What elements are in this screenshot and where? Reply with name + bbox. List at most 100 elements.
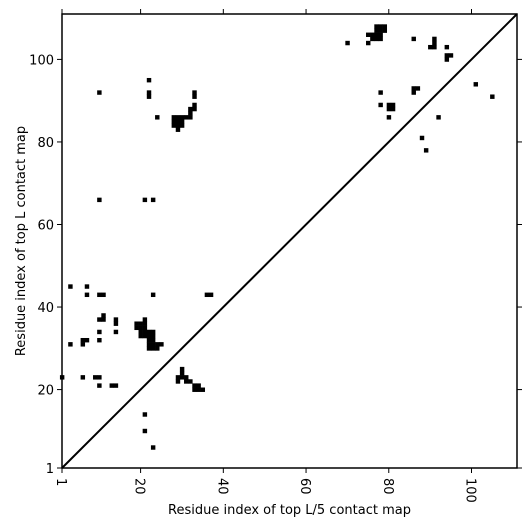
upper-contact-cell [370,32,375,37]
upper-contact-cell [411,90,416,95]
lower-contact-cell [80,342,86,347]
lower-contact-cell [150,292,156,298]
diagonal-line [61,13,518,469]
lower-contact-cell [113,321,119,326]
lower-contact-cell [97,197,102,203]
lower-contact-cell [171,123,177,128]
upper-contact-cell [415,86,421,91]
upper-contact-cell [386,115,392,120]
upper-contact-cell [432,40,437,46]
upper-contact-cell [428,44,433,50]
lower-contact-cell [97,292,102,298]
lower-contact-cell [97,329,102,335]
lower-contact-cell [179,123,185,128]
lower-contact-cell [93,375,98,380]
upper-contact-cell [378,28,383,33]
lower-contact-cell [200,387,206,392]
lower-contact-cell [138,333,143,339]
lower-contact-cell [208,292,214,298]
upper-contact-cell [390,106,396,112]
upper-contact-cell [473,82,479,87]
lower-contact-cell [184,115,189,120]
lower-contact-cell [134,325,139,331]
upper-contact-cell [374,36,379,42]
lower-contact-cell [146,329,152,335]
x-axis-label: Residue index of top L/5 contact map [168,503,411,518]
y-tick-label: 40 [37,301,54,316]
x-tick-label: 40 [214,478,229,495]
upper-contact-cell [444,53,450,58]
upper-contact-cell [490,94,495,99]
lower-contact-cell [171,119,177,124]
lower-contact-cell [175,379,181,384]
upper-contact-cell [370,36,375,42]
upper-contact-cell [386,106,392,112]
lower-contact-cell [142,317,148,322]
lower-contact-cell [142,197,148,203]
lower-contact-cell [155,346,160,351]
lower-contact-cell [97,337,102,343]
upper-contact-cell [444,57,450,62]
lower-contact-cell [188,115,193,120]
lower-contact-cell [175,119,181,124]
lower-contact-cell [138,321,143,326]
contact-cells [59,24,495,450]
lower-contact-cell [113,317,119,322]
lower-contact-cell [192,106,197,112]
lower-contact-cell [192,383,197,388]
lower-contact-cell [175,115,181,120]
lower-contact-cell [175,123,181,128]
x-tick-label: 20 [132,478,147,495]
y-tick-label: 100 [29,53,54,68]
lower-contact-cell [84,284,90,289]
upper-contact-cell [378,90,383,95]
lower-contact-cell [192,94,197,99]
lower-contact-cell [146,77,152,83]
upper-contact-cell [432,44,437,50]
lower-contact-cell [192,90,197,95]
lower-contact-cell [134,321,139,326]
lower-contact-cell [101,292,106,298]
lower-contact-cell [175,375,181,380]
lower-contact-cell [171,115,177,120]
lower-contact-cell [150,197,156,203]
lower-contact-cell [113,329,119,335]
upper-contact-cell [423,148,429,153]
lower-contact-cell [150,337,156,343]
lower-contact-cell [101,313,106,318]
lower-contact-cell [80,337,86,343]
upper-contact-cell [374,28,379,33]
lower-contact-cell [184,375,189,380]
upper-contact-cell [386,102,392,108]
upper-contact-cell [444,44,450,50]
lower-contact-cell [196,387,201,392]
lower-contact-cell [179,371,185,376]
lower-contact-cell [188,106,193,112]
upper-contact-cell [432,36,437,42]
upper-contact-cell [411,86,416,91]
upper-contact-cell [366,32,371,37]
lower-contact-cell [179,119,185,124]
lower-contact-cell [150,333,156,339]
y-tick-label: 60 [37,218,54,233]
lower-contact-cell [146,346,152,351]
lower-contact-cell [142,412,148,417]
upper-contact-cell [366,40,371,46]
upper-contact-cell [378,24,383,29]
lower-contact-cell [142,428,148,434]
lower-contact-cell [188,379,193,384]
lower-contact-cell [97,90,102,95]
lower-contact-cell [146,333,152,339]
y-tick-label: 20 [37,384,54,399]
lower-contact-cell [155,115,160,120]
lower-contact-cell [84,292,90,298]
lower-contact-cell [146,90,152,95]
upper-contact-cell [436,115,441,120]
lower-contact-cell [150,342,156,347]
lower-contact-cell [97,375,102,380]
lower-contact-cell [196,383,201,388]
lower-contact-cell [184,379,189,384]
y-tick-label: 80 [37,136,54,151]
